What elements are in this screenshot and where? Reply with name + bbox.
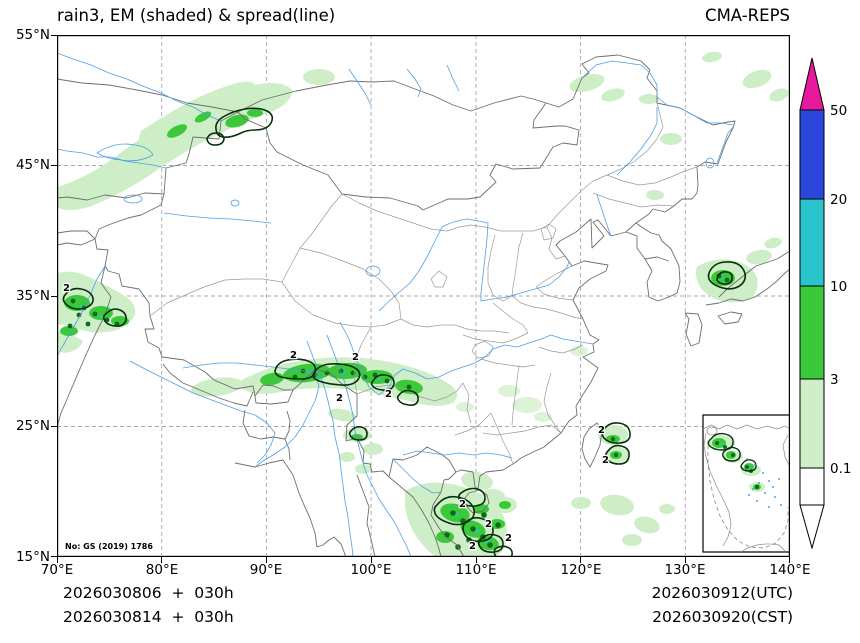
valid-time-utc: 2026030912(UTC) bbox=[651, 584, 793, 602]
graticule bbox=[57, 35, 790, 557]
svg-text:2: 2 bbox=[598, 425, 605, 436]
y-tick-label: 25°N bbox=[15, 418, 50, 434]
colorbar-label: 20 bbox=[830, 192, 847, 208]
x-tick-label: 80°E bbox=[145, 562, 179, 578]
svg-text:2: 2 bbox=[63, 283, 70, 294]
map-panel: 2 2 2 2 2 2 2 2 2 2 2 bbox=[56, 35, 791, 559]
tick bbox=[51, 556, 57, 557]
tick bbox=[476, 557, 477, 563]
colorbar-seg-3-10 bbox=[799, 285, 825, 380]
svg-text:2: 2 bbox=[459, 499, 466, 510]
colorbar-under-arrow bbox=[799, 504, 825, 549]
spread-contours bbox=[62, 107, 747, 559]
svg-text:2: 2 bbox=[602, 455, 609, 466]
svg-text:2: 2 bbox=[469, 541, 476, 552]
contour-labels: 2 2 2 2 2 2 2 2 2 2 2 bbox=[62, 282, 610, 553]
svg-text:2: 2 bbox=[290, 350, 297, 361]
x-tick-label: 90°E bbox=[249, 562, 283, 578]
tick bbox=[51, 426, 57, 427]
map-frame-border bbox=[57, 35, 790, 557]
tick bbox=[789, 557, 790, 563]
tick bbox=[371, 557, 372, 563]
y-tick-label: 15°N bbox=[15, 549, 50, 565]
colorbar-seg-10-20 bbox=[799, 198, 825, 287]
rivers bbox=[56, 52, 734, 558]
colorbar-label: 0.1 bbox=[830, 461, 851, 477]
valid-time-cst: 2026030920(CST) bbox=[652, 608, 793, 626]
svg-text:2: 2 bbox=[385, 389, 392, 400]
colorbar-label: 50 bbox=[830, 103, 847, 119]
island-dots bbox=[746, 458, 782, 508]
x-tick-label: 130°E bbox=[664, 562, 706, 578]
svg-text:2: 2 bbox=[352, 352, 359, 363]
tick bbox=[51, 296, 57, 297]
province-borders bbox=[149, 102, 698, 465]
figure-title: rain3, EM (shaded) & spread(line) bbox=[57, 6, 336, 25]
tick bbox=[266, 557, 267, 563]
svg-text:2: 2 bbox=[505, 533, 512, 544]
y-tick-label: 45°N bbox=[15, 157, 50, 173]
country-borders bbox=[56, 54, 791, 558]
colorbar-label: 3 bbox=[830, 372, 839, 388]
colorbar-seg-20-50 bbox=[799, 109, 825, 200]
tick bbox=[51, 165, 57, 166]
map-canvas: 2 2 2 2 2 2 2 2 2 2 2 bbox=[56, 35, 791, 559]
tick bbox=[57, 557, 58, 563]
init-lead-line-1: 2026030806 + 030h bbox=[63, 584, 234, 602]
tick bbox=[685, 557, 686, 563]
x-tick-label: 70°E bbox=[40, 562, 74, 578]
tick bbox=[580, 557, 581, 563]
x-tick-label: 140°E bbox=[769, 562, 811, 578]
license-note: No: GS (2019) 1786 bbox=[65, 542, 153, 551]
colorbar-over-arrow bbox=[799, 57, 825, 111]
tick bbox=[161, 557, 162, 563]
south-china-sea-inset bbox=[702, 414, 791, 553]
y-tick-label: 35°N bbox=[15, 288, 50, 304]
tick bbox=[51, 35, 57, 36]
x-tick-label: 120°E bbox=[560, 562, 602, 578]
init-lead-line-2: 2026030814 + 030h bbox=[63, 608, 234, 626]
y-tick-label: 55°N bbox=[15, 27, 50, 43]
colorbar-label: 10 bbox=[830, 279, 847, 295]
colorbar-seg-01-3 bbox=[799, 378, 825, 469]
svg-text:2: 2 bbox=[336, 393, 343, 404]
svg-text:2: 2 bbox=[485, 519, 492, 530]
rain-shading bbox=[57, 51, 789, 557]
x-tick-label: 100°E bbox=[350, 562, 392, 578]
colorbar-seg-under bbox=[799, 467, 825, 506]
colorbar: 50 20 10 3 0.1 bbox=[799, 57, 851, 549]
x-tick-label: 110°E bbox=[455, 562, 497, 578]
model-name: CMA-REPS bbox=[705, 6, 790, 25]
